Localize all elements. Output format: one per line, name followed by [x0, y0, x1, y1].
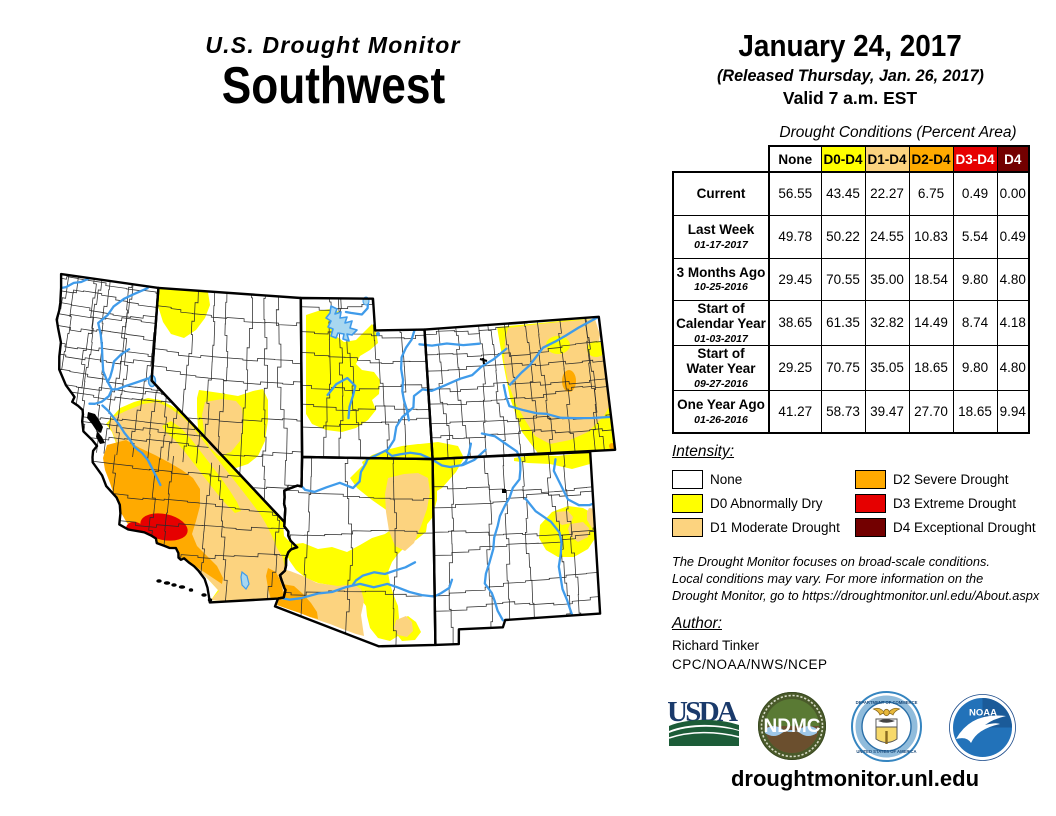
svg-text:NOAA: NOAA — [969, 708, 997, 719]
svg-text:NDMC: NDMC — [764, 716, 821, 737]
svg-text:DEPARTMENT OF COMMERCE: DEPARTMENT OF COMMERCE — [856, 700, 918, 705]
svg-text:UNITED STATES OF AMERICA: UNITED STATES OF AMERICA — [856, 749, 916, 754]
